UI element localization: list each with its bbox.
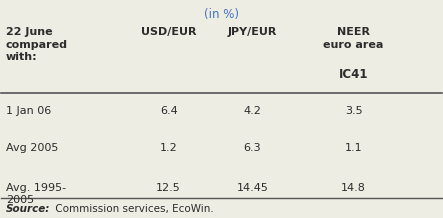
Text: (in %): (in %) (204, 8, 239, 21)
Text: 1.2: 1.2 (160, 143, 178, 153)
Text: 4.2: 4.2 (243, 106, 261, 116)
Text: 3.5: 3.5 (345, 106, 362, 116)
Text: 14.8: 14.8 (341, 183, 366, 192)
Text: JPY/EUR: JPY/EUR (228, 27, 277, 37)
Text: 22 June
compared
with:: 22 June compared with: (6, 27, 68, 62)
Text: Avg 2005: Avg 2005 (6, 143, 58, 153)
Text: 1 Jan 06: 1 Jan 06 (6, 106, 51, 116)
Text: NEER
euro area: NEER euro area (323, 27, 384, 49)
Text: USD/EUR: USD/EUR (141, 27, 196, 37)
Text: IC41: IC41 (339, 68, 368, 81)
Text: 12.5: 12.5 (156, 183, 181, 192)
Text: 1.1: 1.1 (345, 143, 362, 153)
Text: Avg. 1995-
2005: Avg. 1995- 2005 (6, 183, 66, 205)
Text: Source:: Source: (6, 204, 50, 214)
Text: 14.45: 14.45 (237, 183, 268, 192)
Text: 6.4: 6.4 (160, 106, 178, 116)
Text: Commission services, EcoWin.: Commission services, EcoWin. (52, 204, 214, 214)
Text: 6.3: 6.3 (244, 143, 261, 153)
